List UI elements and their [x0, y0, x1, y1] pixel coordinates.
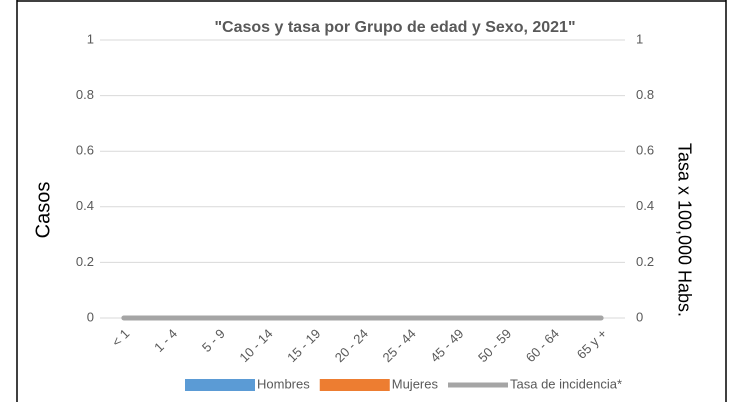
y-tick-label: 0 — [87, 309, 94, 324]
x-tick-label: 20 - 24 — [332, 326, 371, 365]
y2-tick-label: 0.6 — [636, 143, 654, 158]
y-tick-label: 0.6 — [76, 143, 94, 158]
y-tick-label: 0.2 — [76, 254, 94, 269]
x-tick-label: 1 - 4 — [151, 326, 180, 355]
x-tick-label: 10 - 14 — [236, 326, 275, 365]
y-axis-title: Casos — [32, 182, 54, 239]
legend-label: Tasa de incidencia* — [510, 376, 622, 391]
x-tick-label: 25 - 44 — [380, 326, 419, 365]
chart-title: "Casos y tasa por Grupo de edad y Sexo, … — [214, 19, 575, 36]
y2-tick-label: 0 — [636, 309, 643, 324]
x-tick-label: 45 - 49 — [427, 326, 466, 365]
legend-swatch — [185, 379, 255, 391]
y2-tick-label: 0.2 — [636, 254, 654, 269]
legend-label: Mujeres — [392, 376, 439, 391]
y2-tick-label: 0.8 — [636, 87, 654, 102]
legend-label: Hombres — [257, 376, 310, 391]
x-tick-label: 50 - 59 — [475, 326, 514, 365]
x-tick-label: 15 - 19 — [284, 326, 323, 365]
y-tick-label: 0.8 — [76, 87, 94, 102]
x-tick-label: 60 - 64 — [523, 326, 562, 365]
y-tick-label: 0.4 — [76, 198, 94, 213]
legend-swatch — [319, 379, 390, 391]
y2-tick-label: 1 — [636, 31, 643, 46]
x-tick-label: 65 y + — [574, 326, 610, 362]
y-tick-label: 1 — [87, 31, 94, 46]
x-tick-label: 5 - 9 — [199, 326, 228, 355]
x-tick-label: < 1 — [109, 326, 133, 350]
y2-axis-title: Tasa x 100,000 Habs. — [674, 143, 694, 317]
y2-tick-label: 0.4 — [636, 198, 654, 213]
